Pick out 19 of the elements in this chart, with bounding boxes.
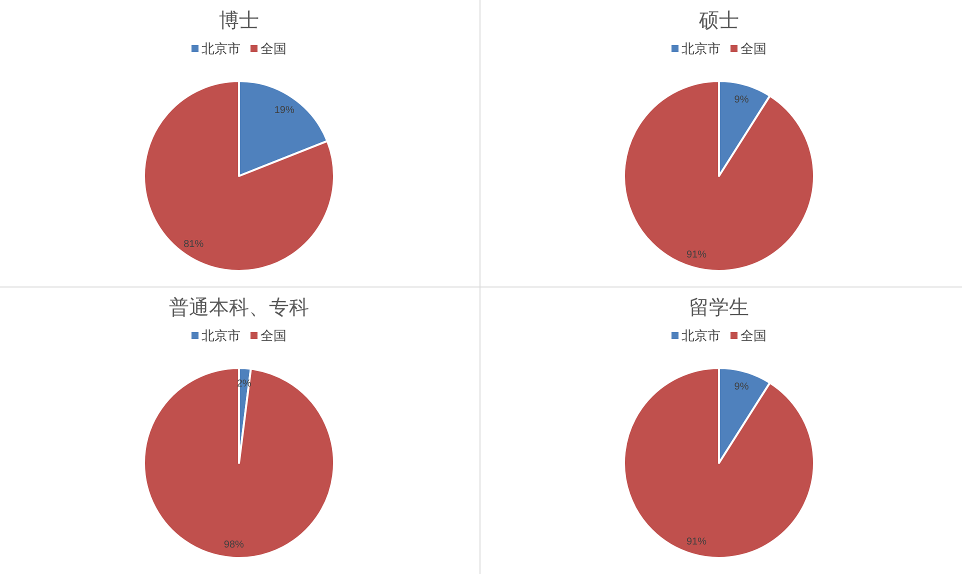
data-label: 91%: [686, 250, 707, 261]
legend-label: 全国: [740, 41, 766, 56]
chart-title: 普通本科、专科: [169, 296, 309, 319]
legend-label: 北京市: [682, 328, 720, 343]
legend-label: 全国: [740, 328, 766, 343]
data-label: 9%: [734, 94, 749, 106]
data-label: 98%: [224, 540, 244, 551]
data-label: 19%: [274, 105, 295, 116]
data-label: 81%: [184, 238, 204, 250]
legend-label: 北京市: [202, 328, 240, 343]
chart-title: 博士: [219, 10, 259, 32]
legend-label: 北京市: [202, 41, 240, 56]
chart-title: 硕士: [698, 10, 739, 32]
data-label: 91%: [686, 536, 707, 548]
legend-label: 全国: [260, 328, 286, 343]
legend-label: 北京市: [682, 41, 720, 56]
chart-title: 留学生: [689, 297, 749, 319]
data-label: 9%: [734, 381, 749, 392]
legend-label: 全国: [260, 41, 286, 56]
